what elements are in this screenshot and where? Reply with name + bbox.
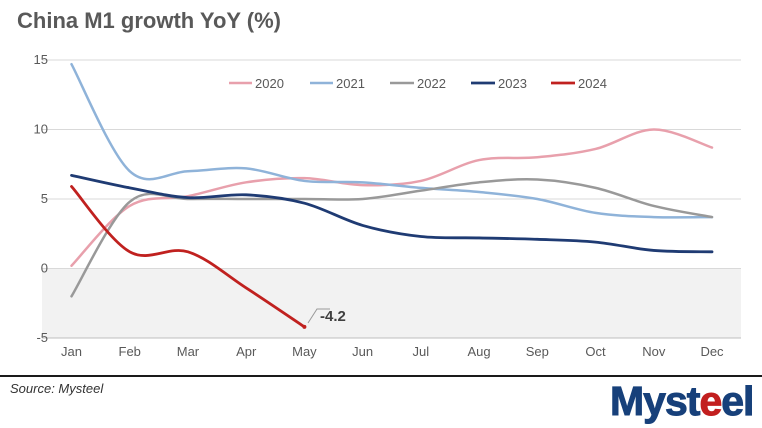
svg-text:Mar: Mar bbox=[177, 344, 200, 359]
svg-text:Aug: Aug bbox=[468, 344, 491, 359]
svg-text:-5: -5 bbox=[36, 330, 48, 345]
svg-text:Apr: Apr bbox=[236, 344, 257, 359]
svg-text:2023: 2023 bbox=[498, 76, 527, 91]
svg-text:2021: 2021 bbox=[336, 76, 365, 91]
svg-text:Jan: Jan bbox=[61, 344, 82, 359]
svg-text:0: 0 bbox=[41, 261, 48, 276]
svg-text:-4.2: -4.2 bbox=[320, 308, 346, 325]
svg-text:May: May bbox=[292, 344, 317, 359]
svg-text:Oct: Oct bbox=[585, 344, 606, 359]
svg-text:15: 15 bbox=[34, 52, 48, 67]
svg-text:2020: 2020 bbox=[255, 76, 284, 91]
svg-text:Sep: Sep bbox=[526, 344, 549, 359]
svg-text:Jun: Jun bbox=[352, 344, 373, 359]
svg-text:2024: 2024 bbox=[578, 76, 607, 91]
svg-text:5: 5 bbox=[41, 191, 48, 206]
svg-text:Feb: Feb bbox=[119, 344, 141, 359]
svg-text:Nov: Nov bbox=[642, 344, 666, 359]
svg-text:Dec: Dec bbox=[700, 344, 724, 359]
svg-text:10: 10 bbox=[34, 122, 48, 137]
svg-text:2022: 2022 bbox=[417, 76, 446, 91]
svg-text:Jul: Jul bbox=[413, 344, 430, 359]
